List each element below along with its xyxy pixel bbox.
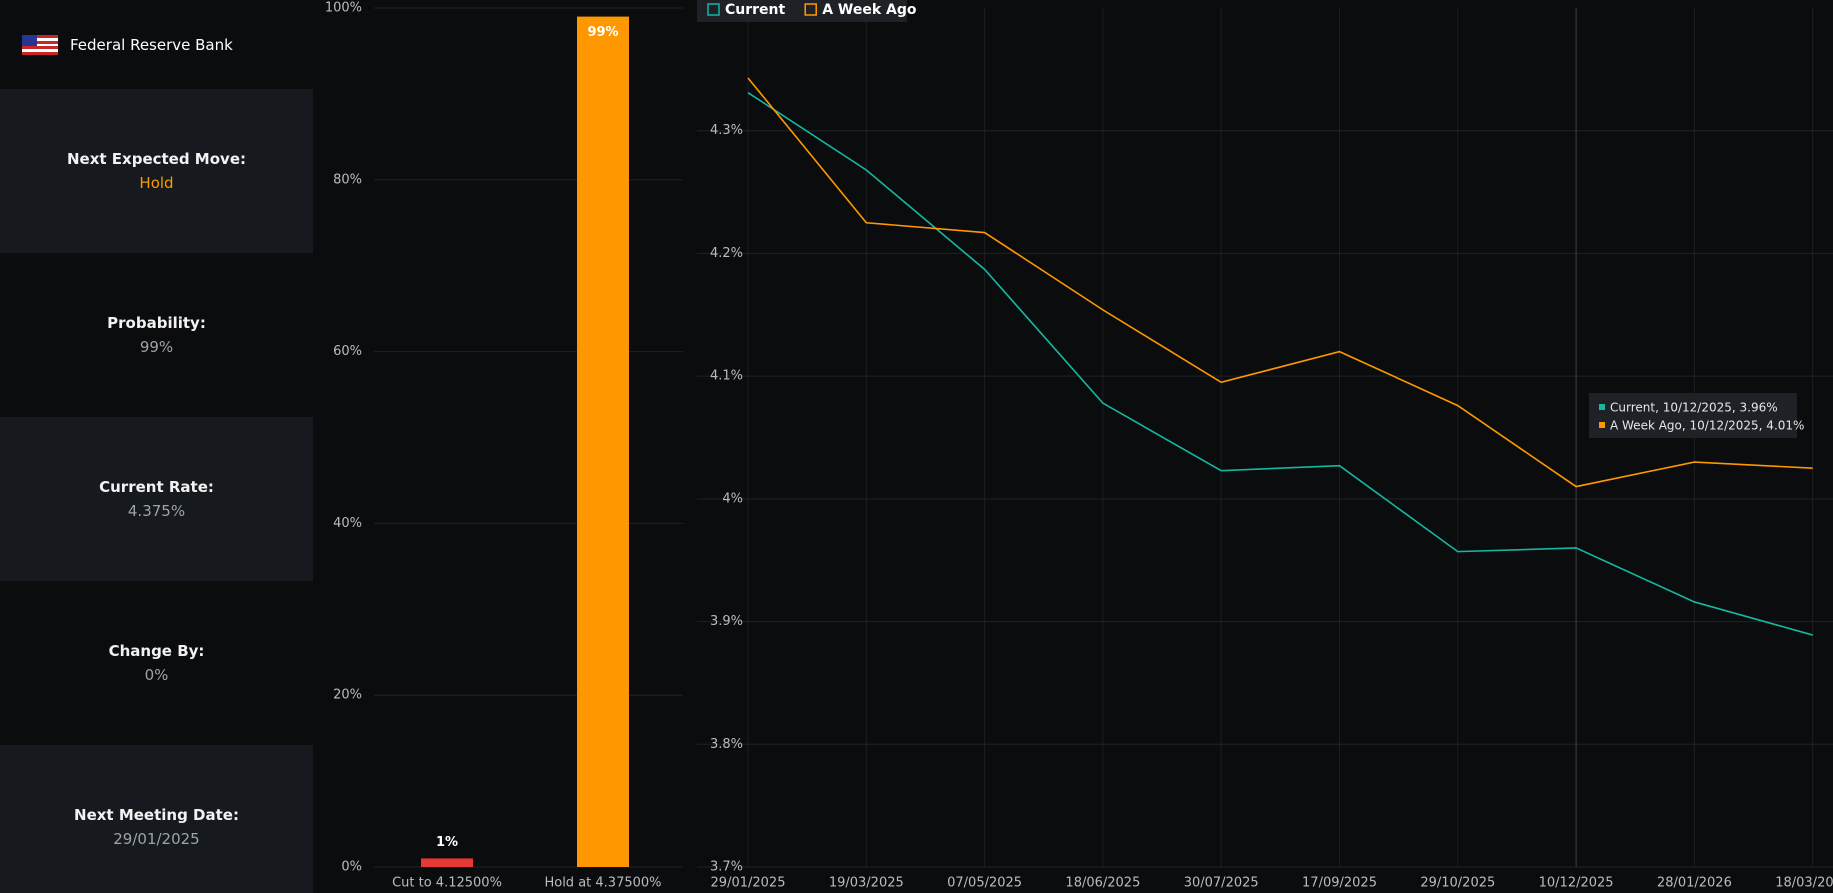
x-tick-label: 29/10/2025: [1420, 876, 1495, 891]
x-tick-label: 18/06/2025: [1065, 876, 1140, 891]
tooltip-swatch: [1599, 404, 1605, 410]
tooltip-swatch: [1599, 422, 1605, 428]
x-tick-label: Cut to 4.12500%: [392, 876, 502, 891]
y-tick-label: 60%: [333, 344, 362, 359]
y-tick-label: 20%: [333, 688, 362, 703]
bar: [577, 16, 629, 867]
stat: Change By: 0%: [0, 581, 313, 745]
stat-value: 29/01/2025: [113, 830, 200, 848]
stat-label: Next Meeting Date:: [74, 806, 239, 824]
x-tick-label: 19/03/2025: [829, 876, 904, 891]
legend-swatch: [804, 3, 817, 16]
stat-label: Change By:: [108, 642, 205, 660]
x-tick-label: 07/05/2025: [947, 876, 1022, 891]
y-tick-label: 40%: [333, 516, 362, 531]
series-line: [747, 77, 1813, 488]
y-tick-label: 4.1%: [710, 369, 743, 384]
series-line: [747, 92, 1813, 636]
tooltip-text: Current, 10/12/2025, 3.96%: [1610, 401, 1778, 415]
stat-label: Probability:: [107, 314, 206, 332]
stat-value: 0%: [144, 666, 169, 684]
stat-value: 4.375%: [127, 502, 186, 520]
y-tick-label: 3.7%: [710, 860, 743, 875]
x-tick-label: 10/12/2025: [1539, 876, 1614, 891]
legend-swatch: [707, 3, 720, 16]
stat: Next Meeting Date: 29/01/2025: [0, 745, 313, 893]
x-tick-label: 30/07/2025: [1184, 876, 1259, 891]
bank-name: Federal Reserve Bank: [70, 35, 233, 54]
y-tick-label: 3.8%: [710, 737, 743, 752]
legend-box: [697, 0, 907, 22]
stat-value: Hold: [139, 174, 174, 192]
stat-value: 99%: [139, 338, 174, 356]
flag-icon: [22, 34, 58, 55]
y-tick-label: 4%: [722, 491, 743, 506]
y-tick-label: 4.3%: [710, 123, 743, 138]
stat: Current Rate: 4.375%: [0, 417, 313, 581]
bar-value-label: 99%: [587, 25, 618, 40]
x-tick-label: 28/01/2026: [1657, 876, 1732, 891]
x-tick-label: 29/01/2025: [711, 876, 786, 891]
bar-value-label: 1%: [436, 835, 458, 850]
stat-label: Next Expected Move:: [66, 150, 246, 168]
y-tick-label: 80%: [333, 172, 362, 187]
stat: Next Expected Move: Hold: [0, 89, 313, 253]
stat: Probability: 99%: [0, 253, 313, 417]
sidebar: Federal Reserve Bank Next Expected Move:…: [0, 0, 313, 893]
x-tick-label: 18/03/2026: [1775, 876, 1833, 891]
bar: [421, 858, 473, 867]
tooltip-text: A Week Ago, 10/12/2025, 4.01%: [1610, 419, 1804, 433]
y-tick-label: 3.9%: [710, 614, 743, 629]
tooltip-box: [1589, 393, 1797, 438]
legend-label: A Week Ago: [822, 2, 917, 18]
x-tick-label: Hold at 4.37500%: [544, 876, 661, 891]
stat-label: Current Rate:: [99, 478, 214, 496]
x-tick-label: 17/09/2025: [1302, 876, 1377, 891]
header: Federal Reserve Bank: [0, 0, 313, 89]
y-tick-label: 4.2%: [710, 246, 743, 261]
legend-label: Current: [725, 2, 786, 18]
y-tick-label: 0%: [341, 860, 362, 875]
y-tick-label: 100%: [325, 1, 362, 16]
